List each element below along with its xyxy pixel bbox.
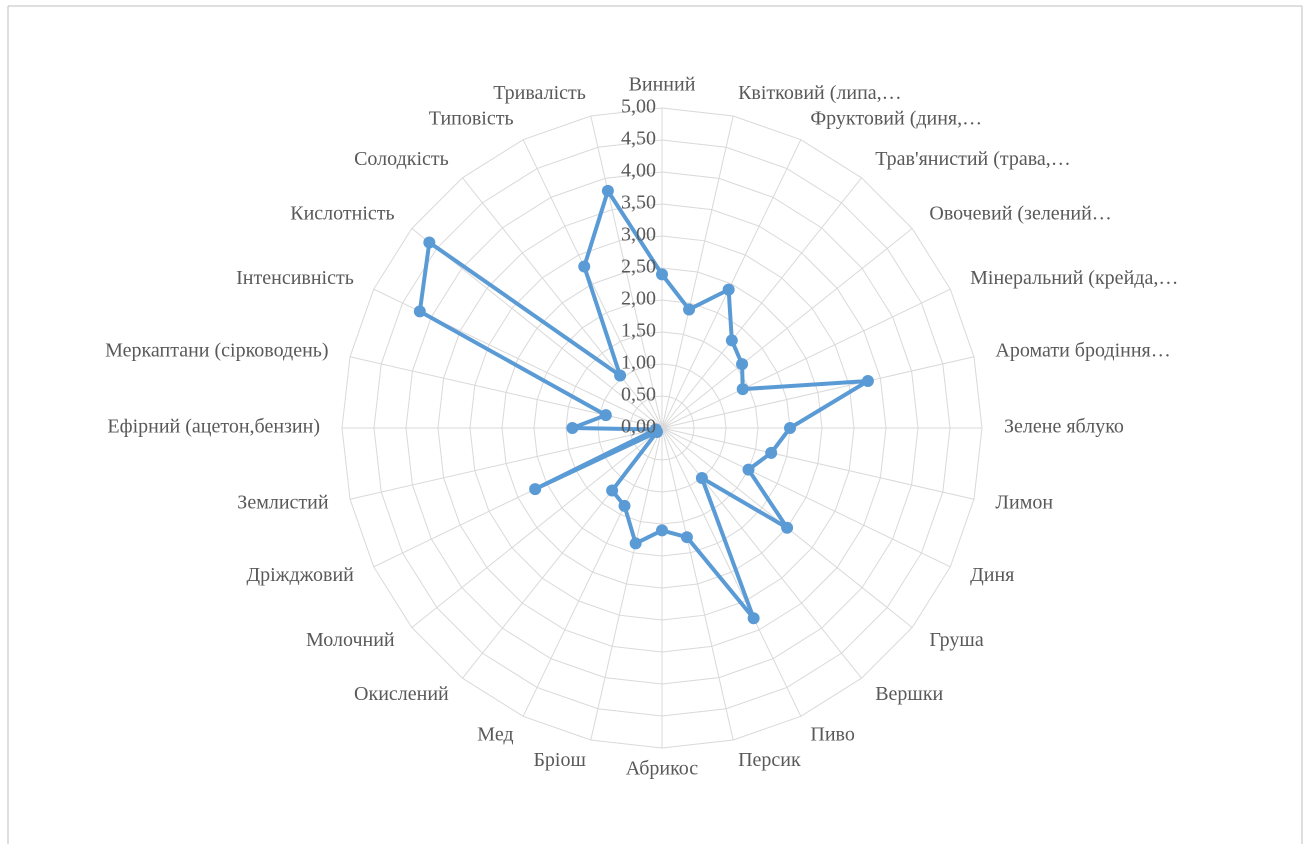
spoke — [661, 427, 862, 679]
category-label: Окислений — [354, 683, 449, 705]
category-label: Кислотність — [290, 202, 394, 224]
spoke — [411, 427, 663, 628]
category-label: Ефірний (ацетон,бензин) — [107, 416, 320, 438]
category-label: Лимон — [995, 492, 1053, 514]
category-label: Вершки — [875, 683, 943, 705]
r-tick-label: 3,50 — [621, 192, 656, 214]
r-tick-label: 2,00 — [621, 288, 656, 310]
data-point — [614, 369, 627, 382]
data-point — [861, 375, 874, 388]
data-point — [742, 463, 755, 476]
category-label: Диня — [970, 564, 1014, 586]
spoke — [661, 139, 802, 429]
spoke — [661, 427, 951, 568]
r-tick-label: 5,00 — [621, 96, 656, 118]
spoke — [522, 427, 663, 717]
data-point — [423, 236, 436, 249]
category-label: Пиво — [810, 724, 854, 746]
data-point — [566, 422, 579, 434]
data-point — [413, 305, 426, 318]
category-label: Інтенсивність — [236, 267, 354, 289]
r-tick-label: 1,00 — [621, 352, 656, 374]
category-label: Мед — [477, 724, 513, 746]
category-label: Зелене яблуко — [1004, 416, 1124, 438]
spoke — [661, 427, 975, 500]
category-label: Меркаптани (сірководень) — [105, 339, 328, 361]
data-point — [649, 423, 662, 436]
category-label: Овочевий (зелений… — [929, 202, 1111, 224]
spoke — [661, 177, 862, 429]
category-label: Бріош — [533, 749, 586, 771]
spoke — [590, 427, 663, 741]
spoke — [661, 427, 734, 741]
data-point — [747, 612, 760, 625]
category-label: Персик — [738, 749, 801, 771]
data-point — [529, 483, 542, 496]
data-point — [601, 184, 614, 197]
spoke — [349, 356, 663, 429]
data-point — [725, 334, 738, 347]
category-label: Фруктовий (диня,… — [810, 107, 982, 129]
r-tick-label: 4,50 — [621, 128, 656, 150]
r-tick-label: 3,00 — [621, 224, 656, 246]
data-point — [722, 283, 735, 296]
category-label: Землистий — [237, 492, 329, 514]
data-point — [736, 358, 749, 371]
category-label: Трав'янистий (трава,… — [875, 148, 1071, 170]
data-point — [765, 446, 778, 459]
data-point — [736, 383, 749, 396]
spoke — [661, 228, 913, 429]
data-point — [578, 260, 591, 273]
category-label: Груша — [929, 629, 983, 651]
category-label: Солодкість — [354, 148, 449, 170]
data-point — [656, 268, 668, 281]
spoke — [661, 427, 802, 717]
data-point — [695, 472, 708, 485]
spoke — [522, 139, 663, 429]
data-point — [599, 409, 612, 422]
data-point — [606, 484, 619, 497]
spoke — [349, 427, 663, 500]
category-label: Мінеральний (крейда,… — [970, 267, 1178, 289]
spoke — [462, 177, 663, 429]
category-label: Винний — [629, 74, 696, 96]
data-point — [784, 422, 796, 434]
spoke — [661, 288, 951, 429]
category-label: Дріжджовий — [246, 564, 354, 586]
r-tick-label: 1,50 — [621, 320, 656, 342]
category-label: Типовість — [429, 107, 514, 129]
data-point — [683, 303, 696, 316]
r-tick-label: 2,50 — [621, 256, 656, 278]
r-tick-label: 4,00 — [621, 160, 656, 182]
spoke — [661, 115, 734, 429]
data-point — [656, 524, 668, 537]
category-label: Квітковий (липа,… — [738, 82, 902, 104]
data-point — [618, 499, 631, 512]
spoke — [661, 356, 975, 429]
r-tick-label: 0,00 — [621, 416, 656, 438]
spoke — [590, 115, 663, 429]
data-point — [781, 521, 794, 534]
r-tick-label: 0,50 — [621, 384, 656, 406]
category-label: Молочний — [306, 629, 395, 651]
category-label: Тривалість — [493, 82, 586, 104]
data-point — [629, 537, 642, 550]
category-label: Абрикос — [626, 758, 699, 780]
data-point — [680, 531, 693, 544]
category-label: Аромати бродіння… — [995, 339, 1170, 361]
